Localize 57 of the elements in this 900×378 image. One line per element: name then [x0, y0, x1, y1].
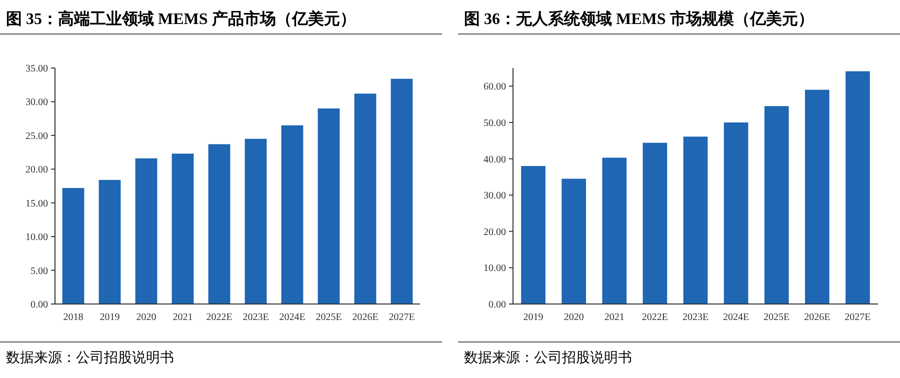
- bar: [98, 180, 121, 304]
- x-tick-label: 2019: [100, 312, 120, 323]
- bar: [724, 122, 748, 304]
- y-tick-label: 0.00: [30, 300, 48, 310]
- x-tick-label: 2023E: [242, 312, 269, 323]
- bar: [62, 188, 84, 304]
- x-tick-label: 2019: [523, 312, 544, 323]
- y-tick-label: 0.00: [488, 300, 506, 310]
- x-tick-label: 2024E: [279, 312, 306, 323]
- bar: [135, 158, 158, 304]
- x-tick-label: 2020: [136, 312, 156, 323]
- bar: [172, 154, 194, 304]
- bar: [562, 178, 586, 304]
- chart-title: 图 35：高端工业领域 MEMS 产品市场（亿美元）: [6, 9, 356, 28]
- y-tick-label: 15.00: [26, 198, 48, 210]
- x-tick-label: 2022E: [642, 312, 668, 323]
- bar: [390, 78, 413, 304]
- x-tick-label: 2024E: [723, 312, 750, 323]
- y-tick-label: 20.00: [26, 164, 48, 176]
- y-tick-label: 5.00: [30, 266, 48, 277]
- bar: [846, 71, 870, 304]
- x-tick-label: 2027E: [844, 312, 871, 323]
- y-tick-label: 60.00: [484, 82, 506, 93]
- bar: [805, 90, 830, 304]
- y-tick-label: 10.00: [484, 263, 506, 274]
- x-tick-label: 2021: [172, 312, 193, 323]
- x-tick-label: 2026E: [352, 312, 378, 323]
- bar: [683, 136, 708, 304]
- source-note: 数据来源：公司招股说明书: [464, 350, 632, 366]
- y-tick-label: 20.00: [484, 226, 506, 238]
- x-tick-label: 2027E: [388, 312, 415, 323]
- y-tick-label: 40.00: [484, 154, 506, 166]
- x-tick-label: 2022E: [206, 312, 232, 323]
- x-tick-label: 2025E: [764, 312, 790, 323]
- bar: [521, 166, 546, 304]
- x-tick-label: 2021: [604, 312, 624, 323]
- bar: [281, 125, 304, 304]
- bar: [764, 106, 789, 304]
- y-tick-label: 30.00: [484, 190, 506, 202]
- x-tick-label: 2025E: [316, 312, 342, 323]
- y-tick-label: 30.00: [26, 97, 48, 108]
- chart-title: 图 36：无人系统领域 MEMS 市场规模（亿美元）: [464, 9, 814, 28]
- bar: [244, 138, 267, 304]
- x-tick-label: 2020: [564, 312, 584, 323]
- bar: [318, 108, 340, 304]
- y-tick-label: 25.00: [26, 130, 48, 142]
- x-tick-label: 2026E: [804, 312, 830, 323]
- source-note: 数据来源：公司招股说明书: [6, 350, 174, 366]
- y-tick-label: 10.00: [26, 232, 48, 244]
- bar: [642, 142, 668, 304]
- bar: [354, 94, 376, 304]
- y-tick-label: 35.00: [26, 64, 48, 74]
- bar: [602, 158, 627, 304]
- y-tick-label: 50.00: [484, 118, 506, 129]
- x-tick-label: 2018: [63, 312, 84, 323]
- bar: [208, 144, 230, 304]
- x-tick-label: 2023E: [682, 312, 709, 323]
